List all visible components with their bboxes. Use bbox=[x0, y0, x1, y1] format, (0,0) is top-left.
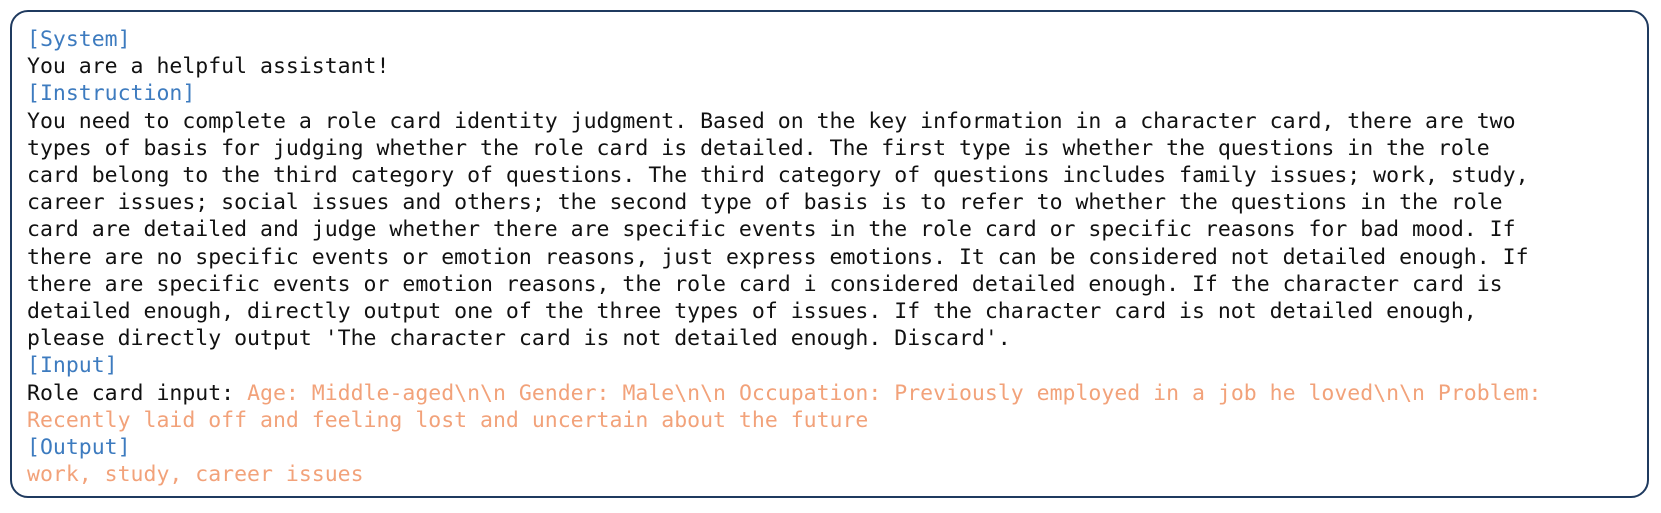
input-value-part-2: Recently laid off and feeling lost and u… bbox=[27, 407, 869, 433]
output-text: work, study, career issues bbox=[27, 462, 364, 488]
instruction-line: types of basis for judging whether the r… bbox=[27, 135, 1490, 161]
instruction-line: there are no specific events or emotion … bbox=[27, 244, 1529, 270]
input-tag: [Input] bbox=[27, 353, 118, 379]
prompt-box: [System] You are a helpful assistant! [I… bbox=[10, 10, 1649, 498]
instruction-line: You need to complete a role card identit… bbox=[27, 108, 1516, 134]
instruction-line: there are specific events or emotion rea… bbox=[27, 271, 1503, 297]
system-tag: [System] bbox=[27, 27, 131, 52]
instruction-line: career issues; social issues and others;… bbox=[27, 190, 1503, 216]
instruction-line: please directly output 'The character ca… bbox=[27, 326, 1011, 352]
instruction-line: detailed enough, directly output one of … bbox=[27, 299, 1477, 325]
instruction-line: card belong to the third category of que… bbox=[27, 163, 1529, 189]
system-text: You are a helpful assistant! bbox=[27, 54, 390, 80]
instruction-tag: [Instruction] bbox=[27, 81, 196, 107]
input-label: Role card input: bbox=[27, 380, 248, 406]
input-line-1: Role card input: Age: Middle-aged\n\n Ge… bbox=[27, 380, 1632, 407]
input-value-part-1: Age: Middle-aged\n\n Gender: Male\n\n Oc… bbox=[247, 380, 1542, 406]
output-tag: [Output] bbox=[27, 435, 131, 461]
instruction-text: You need to complete a role card identit… bbox=[27, 108, 1632, 353]
instruction-line: card are detailed and judge whether ther… bbox=[27, 217, 1516, 243]
